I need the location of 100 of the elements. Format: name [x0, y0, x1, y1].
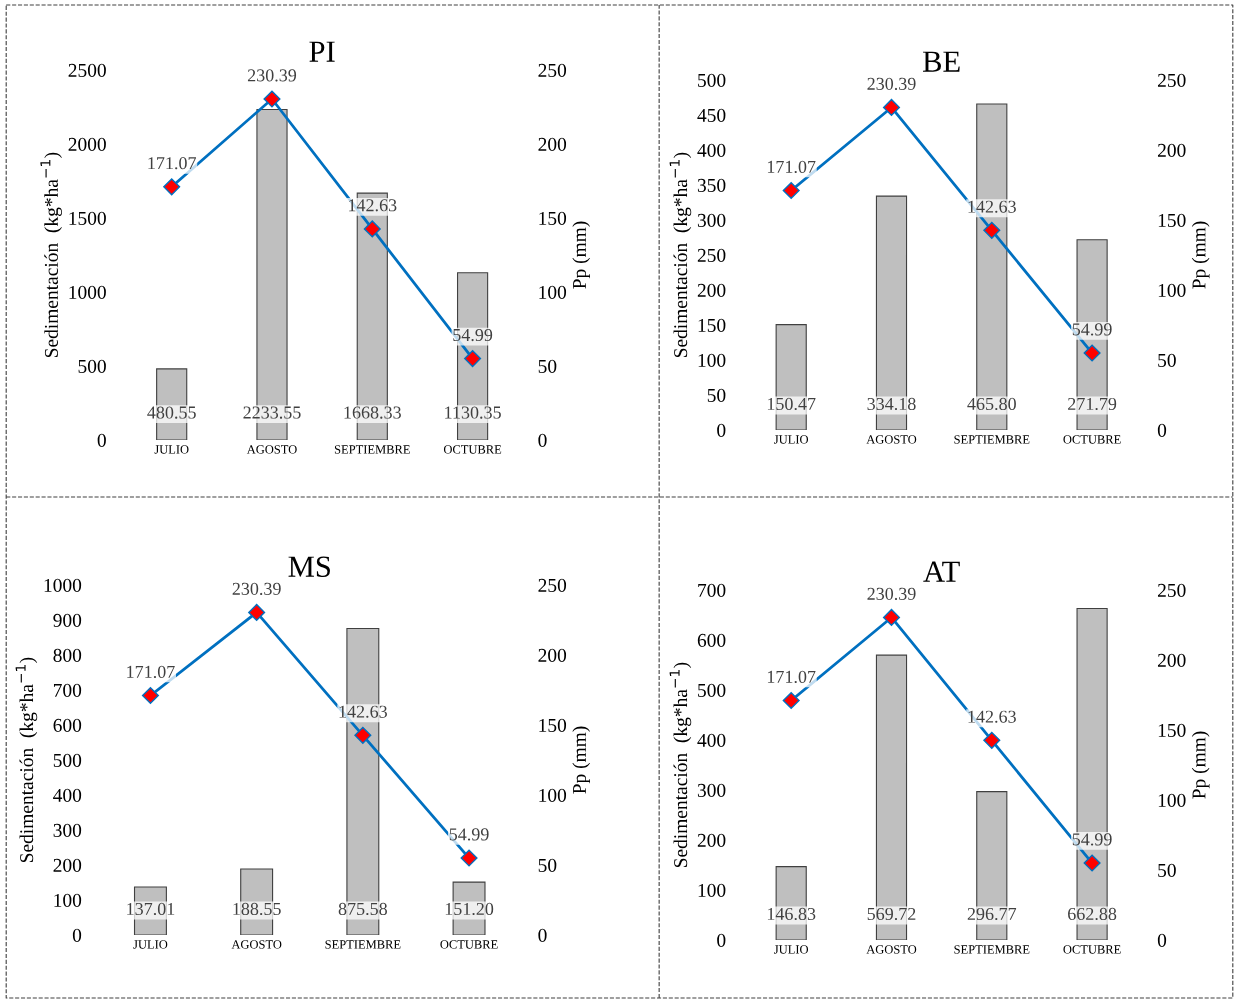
y2-tick-label: 200 — [538, 137, 567, 151]
x-tick-label: JULIO — [154, 445, 189, 454]
y-tick-label: 400 — [697, 733, 726, 747]
point — [882, 608, 901, 627]
y2-tick-label: 250 — [538, 578, 567, 592]
y-tick-label: 700 — [53, 683, 82, 697]
y-tick-label: 600 — [697, 633, 726, 647]
y2-tick-label: 100 — [539, 285, 567, 299]
data-label: 171.07 — [767, 670, 816, 684]
y2-tick-label: 50 — [1158, 863, 1176, 877]
y-tick-label: 2000 — [68, 137, 106, 151]
chart-title: BE — [923, 51, 960, 72]
point — [248, 603, 266, 622]
point — [263, 90, 281, 108]
y2-tick-label: 150 — [1158, 213, 1186, 227]
data-label: 480.55 — [147, 406, 196, 419]
y2-tick-label: 100 — [1158, 793, 1186, 807]
data-label: 54.99 — [1072, 833, 1112, 846]
y-tick-label: 0 — [72, 928, 82, 942]
y2-tick-label: 200 — [538, 648, 567, 662]
data-label: 54.99 — [1072, 323, 1112, 336]
chart-title: AT — [923, 561, 960, 582]
point — [782, 691, 800, 710]
y-tick-label: 100 — [698, 883, 726, 897]
x-tick-label: SEPTIEMBRE — [325, 940, 401, 949]
y2-tick-label: 250 — [538, 63, 567, 77]
y2-tick-label: 250 — [1157, 583, 1186, 597]
x-tick-label: OCTUBRE — [1063, 945, 1121, 954]
y-tick-label: 50 — [707, 388, 726, 402]
y-tick-label: 300 — [697, 783, 726, 797]
point — [882, 98, 901, 117]
data-label: 54.99 — [449, 828, 489, 841]
data-label: 296.77 — [967, 907, 1017, 921]
y2-tick-label: 150 — [1158, 723, 1186, 737]
point — [1083, 854, 1101, 872]
x-tick-label: AGOSTO — [866, 945, 917, 954]
y2-axis-title: Pp (mm) — [1191, 731, 1210, 799]
x-tick-label: AGOSTO — [246, 445, 297, 454]
data-label: 142.63 — [339, 705, 387, 718]
x-tick-label: OCTUBRE — [440, 940, 498, 949]
point — [983, 731, 1001, 749]
y2-tick-label: 0 — [538, 928, 547, 942]
y2-tick-label: 100 — [1158, 283, 1186, 297]
data-label: 230.39 — [867, 587, 916, 600]
y-axis-title: Sedimentación (kg*ha$^{−1}$) — [40, 152, 62, 358]
y-tick-label: 400 — [53, 788, 82, 802]
data-label: 54.99 — [453, 328, 493, 342]
y-tick-label: 0 — [97, 433, 106, 447]
y2-tick-label: 200 — [1157, 653, 1186, 667]
y2-tick-label: 0 — [538, 433, 547, 447]
y-tick-label: 1000 — [44, 578, 82, 592]
y2-tick-label: 150 — [539, 211, 567, 225]
data-label: 171.07 — [148, 157, 196, 170]
y2-tick-label: 150 — [539, 718, 567, 732]
y2-tick-label: 200 — [1157, 143, 1186, 157]
y-tick-label: 400 — [697, 143, 726, 157]
y2-tick-label: 50 — [1158, 353, 1176, 367]
x-tick-label: AGOSTO — [866, 435, 917, 444]
y-tick-label: 500 — [698, 73, 726, 87]
data-label: 142.63 — [968, 200, 1016, 213]
y2-tick-label: 0 — [1157, 933, 1167, 947]
x-tick-label: SEPTIEMBRE — [954, 945, 1030, 954]
data-label: 171.07 — [127, 665, 175, 679]
x-tick-label: JULIO — [774, 435, 809, 444]
y-axis-title: Sedimentación (kg*ha$^{−1}$) — [669, 662, 692, 868]
point — [1083, 344, 1101, 362]
point — [141, 686, 160, 705]
data-label: 142.63 — [349, 199, 397, 212]
y-tick-label: 300 — [697, 213, 726, 227]
y-tick-label: 1500 — [69, 211, 106, 225]
y-tick-label: 700 — [698, 583, 726, 597]
data-label: 146.83 — [767, 907, 816, 921]
point — [782, 181, 800, 200]
data-label: 1130.35 — [445, 406, 501, 419]
data-label: 171.07 — [767, 160, 816, 174]
point — [363, 220, 381, 238]
point — [464, 350, 482, 368]
y-tick-label: 500 — [53, 753, 82, 767]
data-label: 142.63 — [968, 710, 1016, 723]
y-tick-label: 0 — [717, 423, 726, 437]
x-tick-label: OCTUBRE — [1063, 435, 1121, 444]
y-tick-label: 100 — [698, 353, 726, 367]
y-axis-title: Sedimentación (kg*ha$^{−1}$) — [669, 152, 692, 358]
y-tick-label: 150 — [698, 318, 726, 332]
y-tick-label: 500 — [78, 359, 106, 373]
data-label: 1668.33 — [344, 406, 401, 419]
y-tick-label: 300 — [53, 823, 82, 837]
data-label: 334.18 — [867, 397, 916, 411]
data-label: 662.88 — [1068, 907, 1117, 921]
data-label: 150.47 — [767, 397, 816, 411]
y-tick-label: 250 — [697, 248, 726, 262]
y-tick-label: 900 — [53, 613, 82, 627]
y-tick-label: 800 — [53, 648, 82, 662]
data-label: 230.39 — [247, 69, 297, 82]
point — [163, 178, 181, 196]
point — [460, 849, 478, 867]
data-label: 230.39 — [867, 77, 916, 90]
y2-tick-label: 0 — [1157, 423, 1167, 437]
chart-title: PI — [309, 41, 335, 62]
y2-axis-title: Pp (mm) — [1191, 221, 1210, 289]
